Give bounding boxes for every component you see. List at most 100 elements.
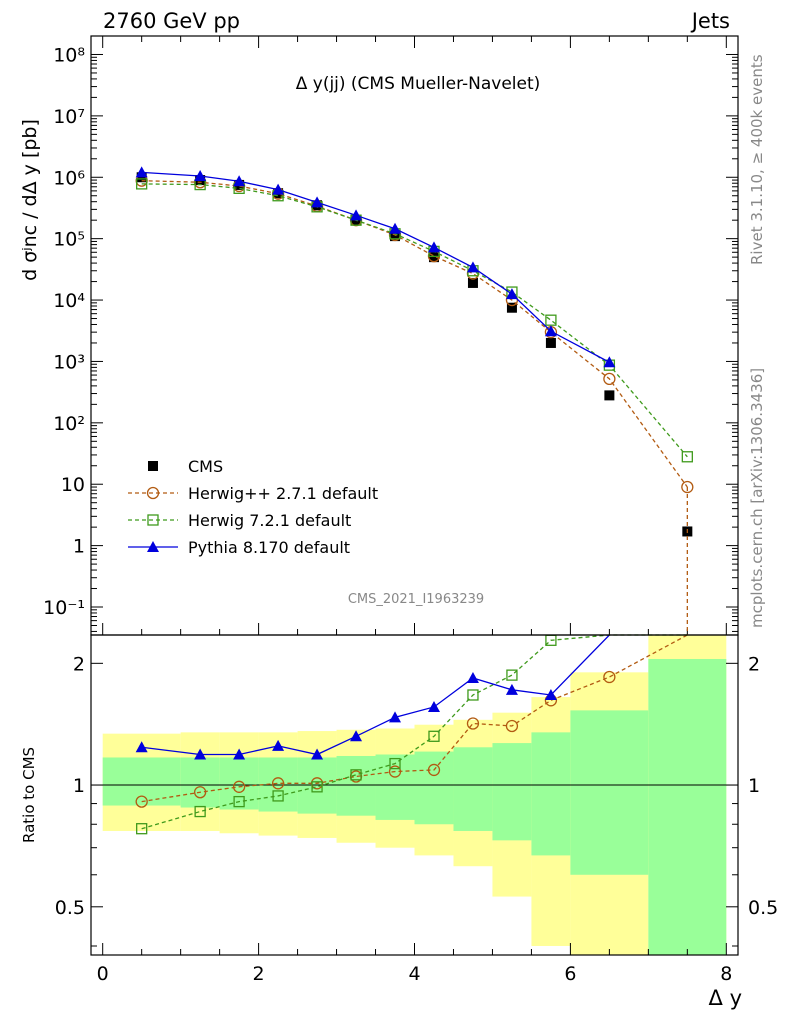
- y-tick-label: 10⁸: [53, 44, 85, 66]
- ratio-point: [506, 669, 518, 681]
- series-line: [141, 171, 610, 363]
- y-axis-label: d σʲnc / dΔ y [pb]: [19, 119, 41, 281]
- ratio-point: [428, 730, 440, 742]
- ratio-point: [272, 790, 284, 802]
- x-tick-label: 6: [564, 963, 576, 985]
- ratio-point: [466, 671, 479, 683]
- ratio-point: [135, 741, 148, 753]
- ratio-tick-label: 0.5: [55, 897, 85, 919]
- chart-title: Δ y(jj) (CMS Mueller-Navelet): [296, 74, 541, 94]
- mcplots-label: mcplots.cern.ch [arXiv:1306.3436]: [748, 368, 766, 628]
- data-point: [603, 372, 616, 386]
- ratio-axis-label: Ratio to CMS: [20, 747, 38, 843]
- y-tick-label: 10⁷: [53, 106, 85, 128]
- ratio-point: [193, 786, 207, 799]
- data-point: [506, 302, 517, 313]
- y-tick-label: 10³: [53, 351, 85, 373]
- ratio-line: [141, 634, 688, 803]
- data-point: [272, 183, 285, 195]
- data-point: [505, 288, 518, 300]
- ratio-point: [350, 769, 362, 781]
- ratio-point: [194, 805, 206, 818]
- ratio-point: [194, 748, 207, 760]
- ratio-point: [427, 700, 440, 712]
- energy-label: 2760 GeV pp: [103, 9, 240, 33]
- process-label: Jets: [690, 9, 730, 33]
- ratio-point: [136, 823, 148, 835]
- ratio-line: [141, 634, 688, 830]
- data-point: [350, 209, 363, 221]
- data-point: [681, 480, 694, 494]
- legend-marker: [147, 514, 159, 526]
- ratio-tick-label: 1: [73, 775, 85, 797]
- ratio-point: [233, 795, 245, 808]
- ratio-point: [603, 670, 616, 684]
- band-inner: [258, 757, 298, 812]
- data-point: [233, 175, 246, 187]
- ratio-point: [311, 781, 323, 793]
- y-tick-label: 10⁻¹: [43, 597, 85, 619]
- data-point: [681, 451, 693, 463]
- y-tick-label: 10: [61, 474, 85, 496]
- data-point: [194, 169, 207, 181]
- ratio-tick-label: 2: [73, 653, 85, 675]
- ratio-tick-label: 1: [748, 775, 760, 797]
- legend-label: CMS: [188, 457, 223, 476]
- ratio-point: [135, 795, 148, 808]
- band-inner: [570, 710, 649, 875]
- data-point: [545, 337, 556, 348]
- ratio-point: [505, 719, 519, 733]
- legend-label: Herwig 7.2.1 default: [188, 511, 351, 530]
- data-point: [390, 231, 401, 242]
- ratio-point: [505, 683, 518, 695]
- data-point: [467, 277, 478, 288]
- ratio-point: [389, 757, 401, 770]
- ratio-series: [135, 634, 688, 835]
- data-point: [545, 314, 557, 326]
- data-point: [428, 252, 439, 263]
- ratio-tick-label: 2: [748, 653, 760, 675]
- data-point: [311, 196, 324, 208]
- series-line: [141, 183, 688, 458]
- ratio-point: [350, 730, 363, 742]
- band-inner: [648, 658, 727, 955]
- ratio-point: [544, 688, 557, 700]
- rivet-label: Rivet 3.1.10, ≥ 400k events: [748, 54, 766, 265]
- legend-label: Herwig++ 2.7.1 default: [188, 484, 378, 503]
- legend-label: Pythia 8.170 default: [188, 538, 350, 557]
- ratio-point: [233, 748, 246, 760]
- band-inner: [414, 751, 454, 825]
- ratio-plot-frame: [90, 634, 739, 956]
- band-inner: [453, 747, 493, 831]
- band-inner: [219, 757, 259, 810]
- legend-marker: [148, 461, 158, 471]
- ratio-tick-label: 0.5: [748, 897, 778, 919]
- band-inner: [531, 732, 571, 856]
- x-tick-label: 2: [253, 963, 265, 985]
- series-line: [141, 180, 688, 488]
- band-inner: [492, 743, 532, 841]
- y-tick-label: 10⁴: [53, 290, 85, 312]
- y-tick-label: 10⁵: [53, 229, 85, 251]
- ratio-point: [389, 711, 402, 723]
- band-inner: [375, 754, 415, 820]
- ratio-point: [232, 780, 246, 793]
- legend: CMS Herwig++ 2.7.1 default Herwig 7.2.1 de…: [128, 457, 378, 557]
- data-point: [604, 390, 615, 401]
- legend-marker: [147, 541, 159, 552]
- axes-ticks: 10⁻¹ 1 10 10² 10³ 10⁴ 10⁵ 10⁶ 10⁷ 10⁸ 0 2 4 6 8 0.5 0.5 1…: [43, 35, 778, 985]
- data-point: [427, 241, 440, 253]
- analysis-id: CMS_2021_I1963239: [348, 592, 484, 607]
- y-tick-label: 10⁶: [53, 167, 85, 189]
- band-inner: [102, 757, 181, 806]
- data-series: [135, 166, 694, 635]
- uncertainty-bands: [91, 635, 738, 955]
- ratio-line: [141, 634, 610, 756]
- ratio-point: [466, 717, 480, 730]
- y-tick-label: 1: [73, 536, 85, 558]
- ratio-point: [271, 777, 285, 790]
- x-tick-label: 8: [720, 963, 732, 985]
- x-tick-label: 4: [408, 963, 420, 985]
- data-point: [603, 356, 616, 368]
